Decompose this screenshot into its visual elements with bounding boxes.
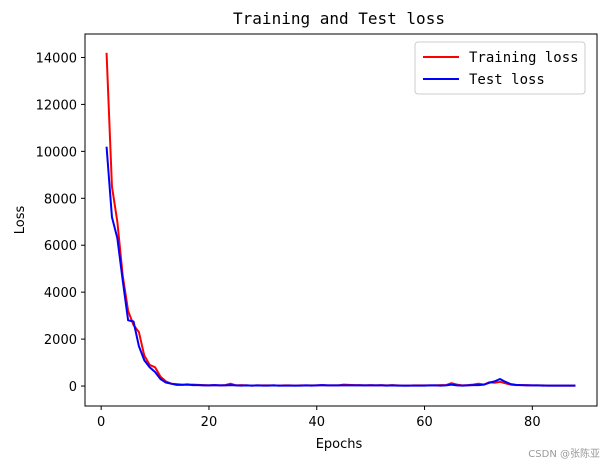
x-axis-ticks: 0 20 40 60 80	[97, 406, 541, 430]
y-tick-label: 2000	[44, 333, 77, 348]
x-axis-label: Epochs	[316, 437, 363, 452]
y-tick-label: 6000	[44, 239, 77, 254]
x-tick-label: 80	[524, 415, 541, 430]
series-line-test-loss	[105, 146, 576, 387]
y-tick-label: 12000	[36, 98, 77, 113]
series-layer	[105, 52, 576, 387]
legend-box	[414, 41, 586, 95]
x-tick-label: 0	[97, 415, 105, 430]
y-tick-label: 4000	[44, 286, 77, 301]
y-tick-label: 0	[69, 380, 77, 395]
x-tick-label: 40	[308, 415, 325, 430]
y-tick-label: 14000	[36, 51, 77, 66]
y-axis-label: Loss	[13, 206, 28, 235]
y-tick-label: 10000	[36, 145, 77, 160]
legend-label-test-loss: Test loss	[469, 72, 545, 88]
plot-frame	[84, 33, 598, 407]
legend-label-training-loss: Training loss	[469, 50, 579, 66]
series-line-training-loss	[105, 52, 576, 387]
x-tick-label: 20	[201, 415, 218, 430]
y-axis-ticks: 0 2000 4000 6000 8000 10000 12000 14000	[36, 51, 85, 395]
legend: Training loss Test loss	[414, 41, 586, 95]
x-tick-label: 60	[416, 415, 433, 430]
chart-title: Training and Test loss	[233, 9, 445, 28]
watermark-text: CSDN @张陈亚	[528, 449, 600, 460]
y-tick-label: 8000	[44, 192, 77, 207]
